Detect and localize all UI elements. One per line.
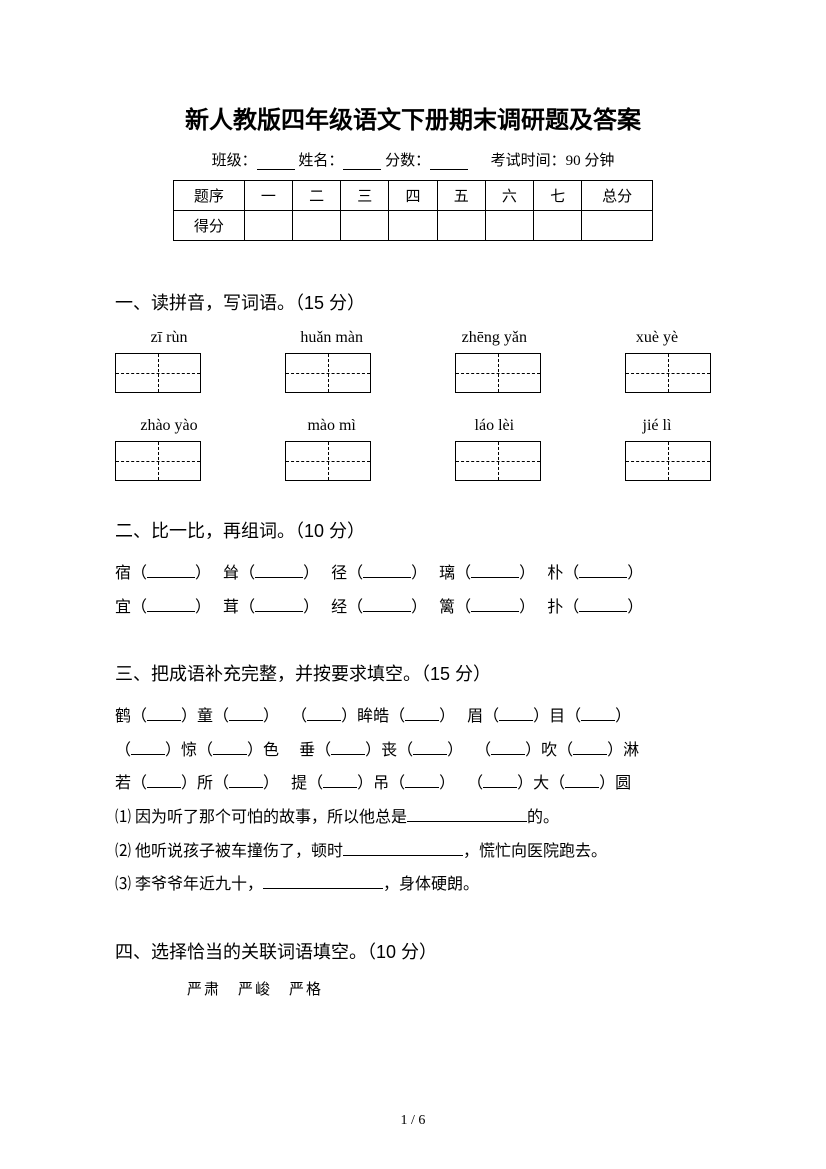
table-cell: 题序: [174, 181, 245, 211]
name-label: 姓名：: [298, 149, 343, 170]
fill-blank[interactable]: [323, 774, 357, 788]
sentence-1: ⑴ 因为听了那个可怕的故事，所以他总是的。: [115, 801, 711, 835]
pinyin-cell: zhào yào: [115, 417, 223, 435]
compare-line-1: 宿（） 耸（） 径（） 璃（） 朴（）: [115, 557, 711, 591]
table-row: 题序 一 二 三 四 五 六 七 总分: [174, 181, 653, 211]
char-box[interactable]: [625, 441, 711, 481]
name-blank[interactable]: [343, 154, 381, 170]
class-label: 班级：: [212, 149, 257, 170]
char-box[interactable]: [115, 353, 201, 393]
strict-words: 严肃 严峻 严格: [187, 978, 711, 999]
pinyin-cell: zhēng yǎn: [440, 329, 548, 347]
fill-blank[interactable]: [147, 598, 195, 612]
fill-blank[interactable]: [363, 598, 411, 612]
table-row: 得分: [174, 211, 653, 241]
fill-blank[interactable]: [565, 774, 599, 788]
table-cell[interactable]: [341, 211, 389, 241]
fill-blank[interactable]: [307, 707, 341, 721]
fill-blank[interactable]: [499, 707, 533, 721]
fill-blank[interactable]: [413, 741, 447, 755]
fill-blank[interactable]: [407, 808, 527, 822]
fill-blank[interactable]: [491, 741, 525, 755]
fill-blank[interactable]: [581, 707, 615, 721]
table-cell: 一: [244, 181, 292, 211]
char-box[interactable]: [115, 441, 201, 481]
fill-blank[interactable]: [147, 564, 195, 578]
section-2-title: 二、比一比，再组词。（10 分）: [115, 517, 711, 543]
pinyin-cell: huǎn màn: [278, 329, 386, 347]
score-blank[interactable]: [430, 154, 468, 170]
section-1-title: 一、读拼音，写词语。（15 分）: [115, 289, 711, 315]
idiom-line: （）惊（）色 垂（）丧（） （）吹（）淋: [115, 734, 711, 768]
table-cell: 七: [534, 181, 582, 211]
fill-blank[interactable]: [229, 774, 263, 788]
compare-line-2: 宜（） 茸（） 经（） 篱（） 扑（）: [115, 591, 711, 625]
idiom-line: 若（）所（） 提（）吊（） （）大（）圆: [115, 767, 711, 801]
section-4-title: 四、选择恰当的关联词语填空。（10 分）: [115, 938, 711, 964]
section-3-title: 三、把成语补充完整，并按要求填空。（15 分）: [115, 660, 711, 686]
fill-blank[interactable]: [255, 564, 303, 578]
pinyin-cell: láo lèi: [440, 417, 548, 435]
table-cell[interactable]: [582, 211, 653, 241]
pinyin-row: zī rùn huǎn màn zhēng yǎn xuè yè: [115, 329, 711, 347]
class-blank[interactable]: [257, 154, 295, 170]
fill-blank[interactable]: [405, 774, 439, 788]
table-cell: 总分: [582, 181, 653, 211]
table-cell: 得分: [174, 211, 245, 241]
table-cell[interactable]: [244, 211, 292, 241]
pinyin-cell: xuè yè: [603, 329, 711, 347]
table-cell: 三: [341, 181, 389, 211]
fill-blank[interactable]: [255, 598, 303, 612]
char-box[interactable]: [455, 353, 541, 393]
pinyin-cell: mào mì: [278, 417, 386, 435]
char-box[interactable]: [285, 441, 371, 481]
char-box[interactable]: [625, 353, 711, 393]
idiom-line: 鹤（）童（） （）眸皓（） 眉（）目（）: [115, 700, 711, 734]
fill-blank[interactable]: [471, 564, 519, 578]
fill-blank[interactable]: [263, 875, 383, 889]
fill-blank[interactable]: [483, 774, 517, 788]
pinyin-row: zhào yào mào mì láo lèi jié lì: [115, 417, 711, 435]
fill-blank[interactable]: [331, 741, 365, 755]
table-cell: 五: [437, 181, 485, 211]
table-cell[interactable]: [534, 211, 582, 241]
table-cell[interactable]: [292, 211, 340, 241]
fill-blank[interactable]: [343, 842, 463, 856]
fill-blank[interactable]: [579, 598, 627, 612]
table-cell: 六: [485, 181, 533, 211]
fill-blank[interactable]: [213, 741, 247, 755]
table-cell: 四: [389, 181, 437, 211]
table-cell[interactable]: [485, 211, 533, 241]
pinyin-cell: zī rùn: [115, 329, 223, 347]
pinyin-cell: jié lì: [603, 417, 711, 435]
char-box[interactable]: [285, 353, 371, 393]
page-number: 1 / 6: [0, 1113, 826, 1129]
fill-blank[interactable]: [579, 564, 627, 578]
page-title: 新人教版四年级语文下册期末调研题及答案: [115, 100, 711, 135]
fill-blank[interactable]: [131, 741, 165, 755]
fill-blank[interactable]: [229, 707, 263, 721]
fill-blank[interactable]: [471, 598, 519, 612]
fill-blank[interactable]: [363, 564, 411, 578]
char-box[interactable]: [455, 441, 541, 481]
boxes-row: [115, 441, 711, 481]
score-label: 分数：: [385, 149, 430, 170]
exam-time: 考试时间：90 分钟: [491, 149, 615, 170]
fill-blank[interactable]: [147, 774, 181, 788]
info-line: 班级： 姓名： 分数： 考试时间：90 分钟: [115, 149, 711, 170]
fill-blank[interactable]: [147, 707, 181, 721]
table-cell: 二: [292, 181, 340, 211]
table-cell[interactable]: [437, 211, 485, 241]
table-cell[interactable]: [389, 211, 437, 241]
score-table: 题序 一 二 三 四 五 六 七 总分 得分: [173, 180, 653, 241]
boxes-row: [115, 353, 711, 393]
sentence-2: ⑵ 他听说孩子被车撞伤了，顿时，慌忙向医院跑去。: [115, 835, 711, 869]
sentence-3: ⑶ 李爷爷年近九十，，身体硬朗。: [115, 868, 711, 902]
fill-blank[interactable]: [405, 707, 439, 721]
fill-blank[interactable]: [573, 741, 607, 755]
